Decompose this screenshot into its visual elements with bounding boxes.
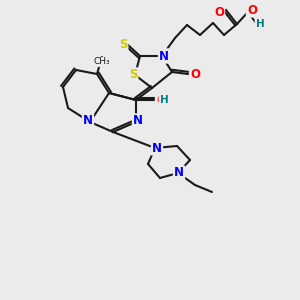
Text: S: S [129,68,137,82]
Text: N: N [159,50,169,62]
Text: S: S [119,38,127,52]
Text: O: O [190,68,200,80]
Text: O: O [156,94,166,106]
Text: N: N [83,115,93,128]
Text: N: N [152,142,162,154]
Text: N: N [174,167,184,179]
Text: H: H [160,95,168,105]
Text: O: O [247,4,257,16]
Text: N: N [133,115,143,128]
Text: H: H [256,19,264,29]
Text: CH₃: CH₃ [94,58,110,67]
Text: O: O [214,5,224,19]
